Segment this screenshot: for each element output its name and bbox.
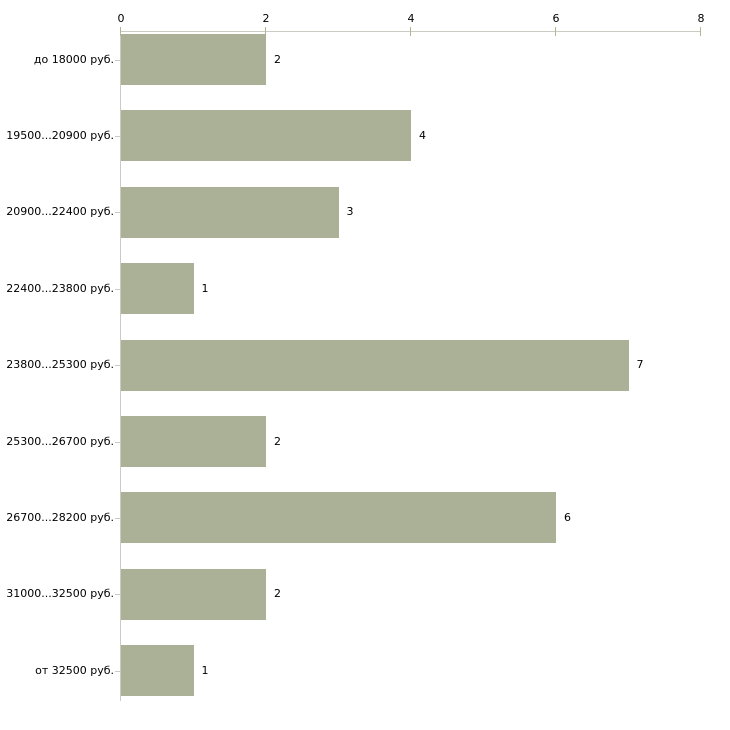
value-label: 7 [636, 358, 644, 372]
value-label: 3 [346, 205, 354, 219]
bar [121, 34, 266, 85]
category-label: 22400...23800 руб. [6, 281, 114, 295]
category-tick-mark [115, 212, 120, 213]
category-label: 25300...26700 руб. [6, 434, 114, 448]
category-label: от 32500 руб. [35, 663, 114, 677]
value-label: 6 [564, 510, 571, 524]
x-tick-mark [410, 27, 411, 36]
value-label: 1 [201, 663, 209, 677]
x-tick-label: 6 [552, 12, 560, 25]
bar [121, 110, 411, 162]
bar [121, 568, 266, 620]
x-tick-label: 4 [407, 12, 415, 25]
x-tick-mark [120, 27, 121, 36]
x-tick-mark [555, 27, 556, 36]
x-tick-label: 2 [262, 12, 270, 25]
bar [121, 645, 194, 697]
value-label: 2 [274, 434, 281, 448]
category-label: до 18000 руб. [33, 52, 114, 66]
bar [121, 186, 339, 238]
category-tick-mark [115, 671, 120, 672]
category-tick-mark [115, 136, 120, 137]
bar [121, 263, 194, 315]
value-label: 2 [274, 587, 281, 601]
bar [121, 492, 556, 544]
category-tick-mark [115, 365, 120, 366]
category-tick-mark [115, 60, 120, 61]
x-tick-label: 8 [697, 12, 705, 25]
bar [121, 416, 266, 467]
x-tick-mark [265, 27, 266, 36]
value-label: 2 [274, 52, 281, 66]
category-label: 19500...20900 руб. [6, 128, 114, 142]
value-label: 4 [419, 128, 426, 142]
value-label: 1 [201, 281, 209, 295]
category-label: 26700...28200 руб. [6, 510, 114, 524]
x-tick-mark [700, 27, 701, 36]
y-axis-line [120, 31, 121, 701]
x-tick-label: 0 [117, 12, 125, 25]
category-tick-mark [115, 518, 120, 519]
category-label: 23800...25300 руб. [6, 358, 114, 372]
category-label: 31000...32500 руб. [6, 587, 114, 601]
bar [121, 339, 629, 391]
category-label: 20900...22400 руб. [6, 205, 114, 219]
category-tick-mark [115, 442, 120, 443]
category-tick-mark [115, 594, 120, 595]
category-tick-mark [115, 289, 120, 290]
